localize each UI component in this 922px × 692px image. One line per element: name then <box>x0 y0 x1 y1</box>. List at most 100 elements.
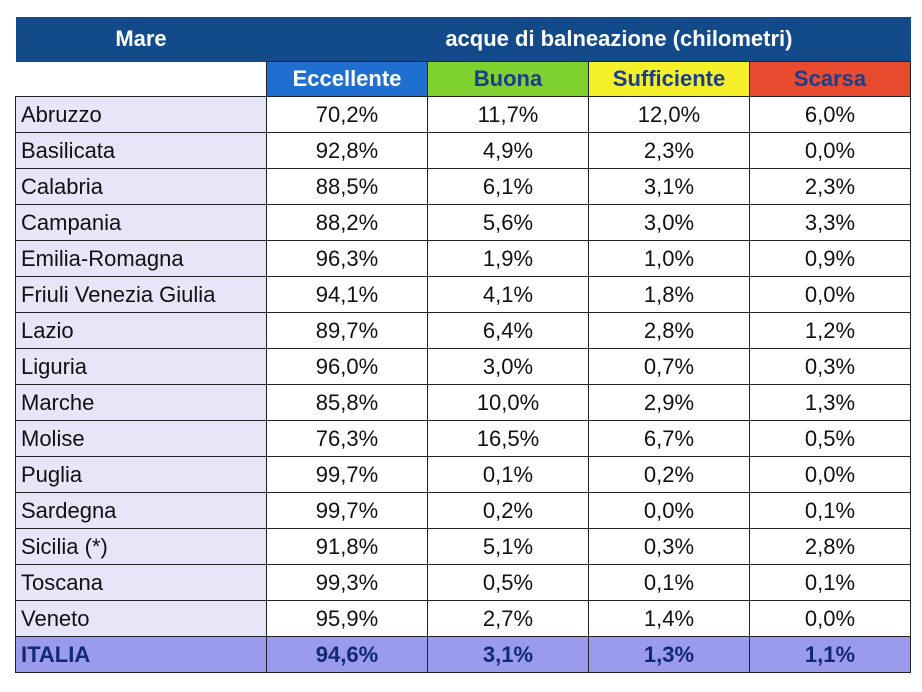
value-cell: 1,0% <box>588 240 750 277</box>
region-cell: Sicilia (*) <box>15 528 267 565</box>
value-cell: 5,1% <box>427 528 589 565</box>
value-cell: 96,0% <box>266 348 428 385</box>
region-cell: Sardegna <box>15 492 267 529</box>
value-cell: 3,3% <box>749 204 911 241</box>
region-cell: Veneto <box>15 600 267 637</box>
value-cell: 10,0% <box>427 384 589 421</box>
value-cell: 3,1% <box>427 636 589 673</box>
table-row: Abruzzo 70,2% 11,7% 12,0% 6,0% <box>15 96 911 133</box>
value-cell: 0,3% <box>588 528 750 565</box>
table-row: Veneto 95,9% 2,7% 1,4% 0,0% <box>15 600 911 637</box>
value-cell: 0,1% <box>749 492 911 529</box>
table-row: Lazio 89,7% 6,4% 2,8% 1,2% <box>15 312 911 349</box>
table-row: Sardegna 99,7% 0,2% 0,0% 0,1% <box>15 492 911 529</box>
value-cell: 4,1% <box>427 276 589 313</box>
table-row: Marche 85,8% 10,0% 2,9% 1,3% <box>15 384 911 421</box>
data-table: Mare acque di balneazione (chilometri) E… <box>15 17 911 673</box>
value-cell: 88,5% <box>266 168 428 205</box>
title-row: Mare acque di balneazione (chilometri) <box>15 17 911 62</box>
value-cell: 3,0% <box>427 348 589 385</box>
value-cell: 1,9% <box>427 240 589 277</box>
value-cell: 0,0% <box>749 600 911 637</box>
region-cell: Toscana <box>15 564 267 601</box>
value-cell: 1,2% <box>749 312 911 349</box>
value-cell: 91,8% <box>266 528 428 565</box>
column-header: Buona <box>427 61 589 97</box>
region-cell: Abruzzo <box>15 96 267 133</box>
value-cell: 2,8% <box>588 312 750 349</box>
table-subtitle: acque di balneazione (chilometri) <box>266 17 911 62</box>
table-row: Molise 76,3% 16,5% 6,7% 0,5% <box>15 420 911 457</box>
region-cell: Marche <box>15 384 267 421</box>
value-cell: 0,0% <box>588 492 750 529</box>
value-cell: 0,1% <box>427 456 589 493</box>
value-cell: 6,1% <box>427 168 589 205</box>
table-row: ITALIA 94,6% 3,1% 1,3% 1,1% <box>15 636 911 673</box>
value-cell: 0,2% <box>588 456 750 493</box>
value-cell: 99,7% <box>266 492 428 529</box>
value-cell: 4,9% <box>427 132 589 169</box>
region-cell: ITALIA <box>15 636 267 673</box>
table-row: Friuli Venezia Giulia 94,1% 4,1% 1,8% 0,0% <box>15 276 911 313</box>
region-cell: Puglia <box>15 456 267 493</box>
value-cell: 0,1% <box>588 564 750 601</box>
table-row: Toscana 99,3% 0,5% 0,1% 0,1% <box>15 564 911 601</box>
table-row: Basilicata 92,8% 4,9% 2,3% 0,0% <box>15 132 911 169</box>
table-row: Calabria 88,5% 6,1% 3,1% 2,3% <box>15 168 911 205</box>
region-cell: Emilia-Romagna <box>15 240 267 277</box>
value-cell: 94,6% <box>266 636 428 673</box>
value-cell: 6,7% <box>588 420 750 457</box>
value-cell: 0,9% <box>749 240 911 277</box>
region-cell: Lazio <box>15 312 267 349</box>
value-cell: 6,0% <box>749 96 911 133</box>
value-cell: 5,6% <box>427 204 589 241</box>
value-cell: 1,3% <box>749 384 911 421</box>
value-cell: 1,3% <box>588 636 750 673</box>
value-cell: 92,8% <box>266 132 428 169</box>
table-title: Mare <box>15 17 267 62</box>
value-cell: 89,7% <box>266 312 428 349</box>
value-cell: 96,3% <box>266 240 428 277</box>
region-cell: Campania <box>15 204 267 241</box>
value-cell: 2,3% <box>588 132 750 169</box>
value-cell: 12,0% <box>588 96 750 133</box>
value-cell: 2,8% <box>749 528 911 565</box>
value-cell: 2,9% <box>588 384 750 421</box>
column-header: Eccellente <box>266 61 428 97</box>
value-cell: 0,0% <box>749 276 911 313</box>
value-cell: 88,2% <box>266 204 428 241</box>
value-cell: 1,1% <box>749 636 911 673</box>
region-cell: Molise <box>15 420 267 457</box>
value-cell: 0,1% <box>749 564 911 601</box>
table-row: Sicilia (*) 91,8% 5,1% 0,3% 2,8% <box>15 528 911 565</box>
column-header-row: Eccellente Buona Sufficiente Scarsa <box>15 61 911 97</box>
table-row: Puglia 99,7% 0,1% 0,2% 0,0% <box>15 456 911 493</box>
value-cell: 0,3% <box>749 348 911 385</box>
blank-cell <box>15 61 267 97</box>
column-header: Sufficiente <box>588 61 750 97</box>
table-row: Emilia-Romagna 96,3% 1,9% 1,0% 0,9% <box>15 240 911 277</box>
value-cell: 76,3% <box>266 420 428 457</box>
value-cell: 0,5% <box>427 564 589 601</box>
table-body: Abruzzo 70,2% 11,7% 12,0% 6,0% Basilicata 92,8… <box>15 96 911 673</box>
value-cell: 0,0% <box>749 132 911 169</box>
value-cell: 16,5% <box>427 420 589 457</box>
region-cell: Friuli Venezia Giulia <box>15 276 267 313</box>
value-cell: 2,3% <box>749 168 911 205</box>
value-cell: 1,4% <box>588 600 750 637</box>
table-row: Campania 88,2% 5,6% 3,0% 3,3% <box>15 204 911 241</box>
value-cell: 99,7% <box>266 456 428 493</box>
table-row: Liguria 96,0% 3,0% 0,7% 0,3% <box>15 348 911 385</box>
value-cell: 1,8% <box>588 276 750 313</box>
value-cell: 0,7% <box>588 348 750 385</box>
value-cell: 6,4% <box>427 312 589 349</box>
value-cell: 11,7% <box>427 96 589 133</box>
value-cell: 2,7% <box>427 600 589 637</box>
column-header: Scarsa <box>749 61 911 97</box>
value-cell: 70,2% <box>266 96 428 133</box>
value-cell: 0,5% <box>749 420 911 457</box>
region-cell: Basilicata <box>15 132 267 169</box>
value-cell: 0,2% <box>427 492 589 529</box>
region-cell: Liguria <box>15 348 267 385</box>
